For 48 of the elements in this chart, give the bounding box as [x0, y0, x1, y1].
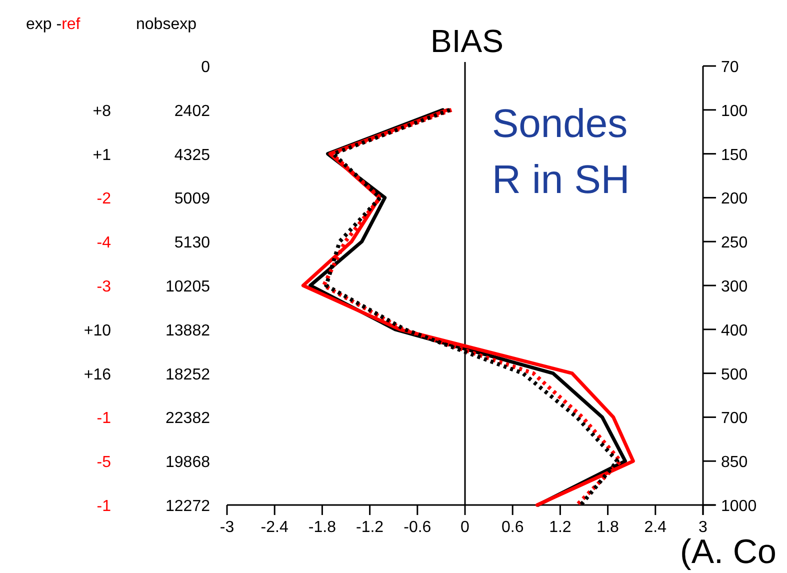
y-tick-label: 70	[721, 59, 739, 76]
y-tick-label: 850	[721, 454, 748, 472]
y-tick-label: 300	[721, 278, 748, 296]
text: -3	[96, 278, 112, 296]
x-tick-label: 1.8	[596, 519, 620, 536]
text: -4	[96, 234, 112, 252]
y-tick-label: 200	[721, 190, 748, 208]
text: 4325	[174, 146, 210, 164]
y-tick-label: 400	[721, 322, 748, 340]
annotation: Sondes R in SH	[492, 102, 630, 202]
text: -1	[96, 498, 112, 515]
text: +16	[84, 366, 112, 384]
x-tick-label: -1.2	[356, 519, 384, 536]
chart-title: BIAS	[430, 23, 504, 59]
x-tick-label: -3	[220, 519, 234, 536]
text: +1	[92, 146, 112, 164]
text: 13882	[166, 322, 210, 340]
text: exp -ref	[26, 16, 81, 33]
text: -5	[96, 454, 112, 472]
y-tick-label: 250	[721, 234, 748, 252]
text: (A. Co	[680, 533, 776, 571]
text: nobsexp	[136, 16, 197, 33]
y-tick-label: 100	[721, 102, 748, 120]
text: 5009	[174, 190, 210, 208]
text: +10	[84, 322, 112, 340]
y-tick-label: 1000	[721, 498, 757, 515]
x-tick-label: 2.4	[644, 519, 667, 536]
text: -1	[96, 410, 112, 428]
text: -2	[96, 190, 112, 208]
text: 10205	[166, 278, 210, 296]
x-tick-label: -0.6	[404, 519, 432, 536]
y-tick-label: 500	[721, 366, 748, 384]
y-tick-label: 150	[721, 146, 748, 164]
text: +8	[92, 102, 112, 120]
text: 19868	[166, 454, 210, 472]
x-tick-label: -1.8	[308, 519, 336, 536]
x-tick-label: -2.4	[260, 519, 288, 536]
text: 22382	[166, 410, 210, 428]
x-tick-label: 3	[698, 519, 708, 536]
text: 0	[201, 59, 210, 76]
text: 12272	[166, 498, 210, 515]
y-tick-label: 700	[721, 410, 748, 428]
x-tick-label: 0	[460, 519, 470, 536]
text: 5130	[174, 234, 210, 252]
text: 2402	[174, 102, 210, 120]
text: 18252	[166, 366, 210, 384]
x-tick-label: 0.6	[501, 519, 524, 536]
x-tick-label: 1.2	[549, 519, 572, 536]
